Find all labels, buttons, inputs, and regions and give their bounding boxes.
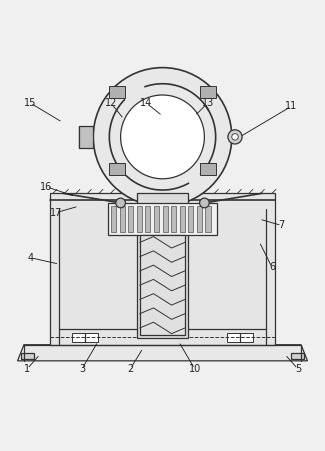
Bar bbox=[128, 206, 133, 232]
Bar bbox=[111, 206, 116, 232]
Bar bbox=[72, 333, 98, 341]
Text: 14: 14 bbox=[140, 98, 152, 108]
Bar bbox=[137, 193, 188, 338]
Bar bbox=[50, 193, 275, 345]
Circle shape bbox=[232, 133, 238, 140]
Bar bbox=[180, 206, 185, 232]
Bar bbox=[145, 206, 150, 232]
Bar bbox=[137, 206, 142, 232]
Bar bbox=[140, 235, 185, 335]
Bar bbox=[109, 163, 125, 175]
Text: 16: 16 bbox=[40, 182, 53, 192]
Bar bbox=[200, 163, 216, 175]
Bar bbox=[197, 206, 202, 232]
Bar bbox=[108, 203, 217, 235]
Bar bbox=[292, 354, 304, 359]
Bar bbox=[227, 333, 253, 341]
Text: 12: 12 bbox=[105, 98, 117, 108]
Circle shape bbox=[200, 198, 209, 208]
Circle shape bbox=[93, 68, 232, 206]
Circle shape bbox=[116, 198, 125, 208]
Text: 7: 7 bbox=[279, 221, 285, 230]
Bar bbox=[200, 86, 216, 97]
Bar bbox=[162, 206, 168, 232]
Text: 15: 15 bbox=[24, 98, 37, 108]
Circle shape bbox=[121, 95, 204, 179]
Text: 3: 3 bbox=[79, 364, 85, 374]
Bar bbox=[109, 86, 125, 97]
Text: 11: 11 bbox=[285, 101, 297, 111]
Text: 10: 10 bbox=[188, 364, 201, 374]
Text: 2: 2 bbox=[127, 364, 133, 374]
Text: 17: 17 bbox=[50, 207, 62, 218]
Text: 4: 4 bbox=[27, 253, 33, 263]
Bar bbox=[188, 206, 193, 232]
Text: 6: 6 bbox=[269, 262, 275, 272]
Bar bbox=[21, 354, 33, 359]
Polygon shape bbox=[18, 345, 307, 361]
Circle shape bbox=[228, 130, 242, 144]
Bar bbox=[205, 206, 211, 232]
Bar bbox=[120, 206, 125, 232]
Bar bbox=[154, 206, 159, 232]
Text: 1: 1 bbox=[24, 364, 30, 374]
Text: 13: 13 bbox=[202, 98, 214, 108]
Bar bbox=[171, 206, 176, 232]
Bar bbox=[79, 126, 93, 148]
Text: 5: 5 bbox=[295, 364, 301, 374]
